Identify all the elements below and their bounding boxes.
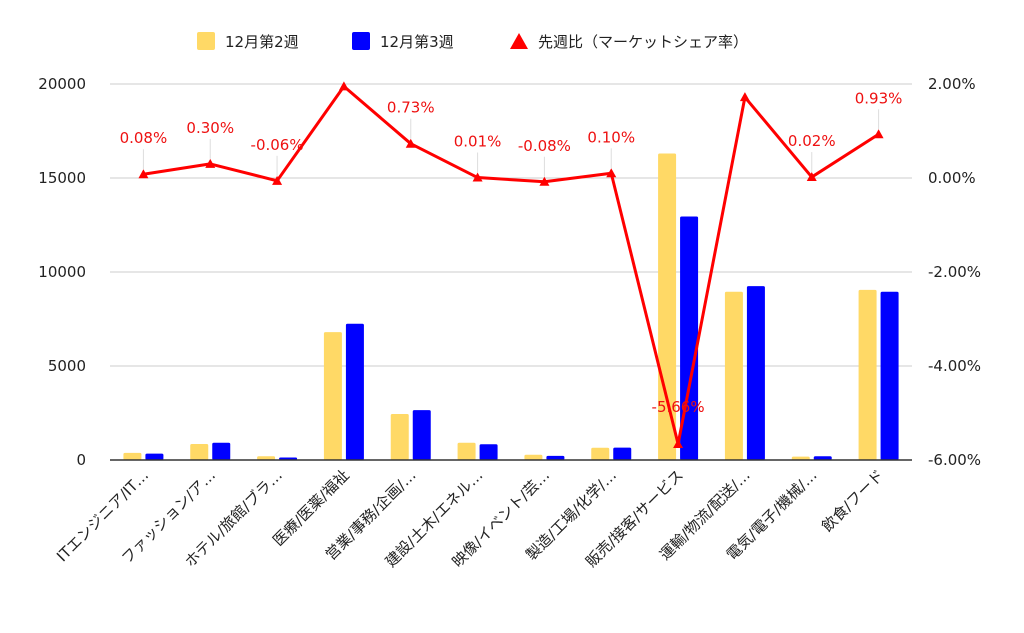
bar [546, 455, 565, 460]
bar [524, 454, 543, 460]
bar [680, 216, 699, 460]
right-axis-tick-label: 0.00% [928, 169, 976, 187]
bar [591, 447, 610, 460]
legend-label: 12月第3週 [380, 33, 454, 51]
bar [858, 289, 877, 460]
data-label: 0.08% [120, 129, 168, 147]
line-series [138, 81, 884, 449]
bar [323, 332, 342, 460]
line-path [143, 84, 880, 446]
data-label: 0.10% [587, 128, 635, 146]
bar [457, 442, 476, 460]
bar [212, 442, 231, 460]
line-point-marker [205, 158, 216, 168]
left-axis-tick-label: 15000 [38, 169, 86, 187]
right-axis-tick-label: -4.00% [928, 357, 981, 375]
line-point-marker [873, 129, 884, 139]
left-axis-tick-label: 20000 [38, 75, 86, 93]
bar [613, 447, 632, 460]
line-point-marker [739, 92, 750, 102]
bar [190, 444, 209, 460]
x-tick-label: 飲食/フード [818, 466, 887, 535]
legend-label: 先週比（マーケットシェア率） [538, 33, 748, 51]
bar [479, 444, 498, 460]
bar [746, 286, 765, 460]
line-point-marker [405, 138, 416, 148]
data-label: 0.02% [788, 132, 836, 150]
line-point-marker [338, 81, 349, 91]
data-label: 0.01% [454, 133, 502, 151]
bar [257, 456, 276, 460]
left-axis-tick-label: 0 [76, 451, 86, 469]
left-axis-tick-label: 5000 [48, 357, 86, 375]
data-labels: 0.08% 0.30% -0.06% 0.73% 0.01% -0.08% 0.10% -5.… [120, 89, 903, 416]
bar [813, 456, 832, 460]
right-axis-tick-label: -6.00% [928, 451, 981, 469]
bars [123, 153, 899, 460]
axes: 0 5000 10000 15000 20000 -6.00% -4.00% -2.00% 0.… [38, 75, 981, 571]
bar [123, 452, 142, 460]
left-axis-tick-label: 10000 [38, 263, 86, 281]
bar [880, 291, 899, 460]
data-label: 0.30% [186, 119, 234, 137]
line-point-marker [673, 439, 684, 449]
right-axis-tick-label: -2.00% [928, 263, 981, 281]
legend-label: 12月第2週 [225, 33, 299, 51]
right-axis-tick-label: 2.00% [928, 75, 976, 93]
bar [345, 323, 364, 460]
data-label: -0.06% [251, 136, 304, 154]
gridlines [110, 83, 912, 367]
data-label: -5.66% [652, 398, 705, 416]
bar [412, 410, 431, 460]
legend-swatch [197, 32, 215, 50]
data-label: 0.73% [387, 99, 435, 117]
line-point-marker [138, 169, 149, 179]
line-point-marker [472, 172, 483, 182]
legend-swatch [352, 32, 370, 50]
legend-swatch [510, 33, 528, 49]
bar [724, 291, 743, 460]
bar [390, 413, 409, 460]
legend: 12月第2週 12月第3週 先週比（マーケットシェア率） [197, 32, 748, 51]
line-point-marker [806, 172, 817, 182]
data-label: 0.93% [855, 89, 903, 107]
line-point-marker [539, 176, 550, 186]
data-label: -0.08% [518, 137, 571, 155]
line-point-marker [606, 168, 617, 178]
line-point-marker [272, 175, 283, 185]
bar [791, 456, 810, 460]
bar [145, 453, 164, 460]
